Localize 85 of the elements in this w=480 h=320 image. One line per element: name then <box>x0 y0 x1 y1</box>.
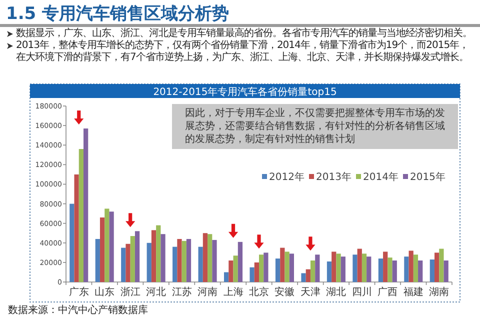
bar <box>70 204 74 282</box>
x-tick-label: 天津 <box>300 286 320 298</box>
bar <box>439 248 444 282</box>
bar <box>78 149 84 282</box>
bar <box>186 238 192 282</box>
bar <box>156 225 161 282</box>
x-tick-label: 上海 <box>223 286 244 298</box>
bar <box>418 260 423 282</box>
bar <box>177 238 182 282</box>
bar <box>224 272 229 282</box>
bar <box>160 234 166 282</box>
bar <box>408 250 414 282</box>
bar <box>357 248 362 282</box>
bar <box>228 260 234 282</box>
bar <box>275 258 280 282</box>
x-tick-label: 河南 <box>198 286 218 298</box>
x-tick-label: 广东 <box>68 286 89 298</box>
bar <box>310 260 316 282</box>
bar <box>212 240 217 282</box>
bar <box>306 269 310 282</box>
bar <box>151 230 156 282</box>
legend-label: 2012年 <box>269 171 304 183</box>
legend-label: 2015年 <box>410 171 446 183</box>
callout: 因此，对于专用车企业，不仅需要把握整体专用车市场的发展态势，还需要结合销售数据，有针对性的分析各销售区域的发展态势，制定有针对性的销售计划 <box>172 104 458 149</box>
bar <box>233 256 238 282</box>
bar <box>392 260 397 282</box>
bar <box>388 258 392 282</box>
x-tick-label: 浙江 <box>120 286 140 298</box>
bar <box>264 252 268 282</box>
bar <box>126 244 130 282</box>
bar <box>383 252 388 282</box>
bar <box>301 273 306 282</box>
text: 2013年，整体专用车增长的态势下，仅有两个省份销量下滑，2014年，销量下滑省市为19个，而2015年，在大环境下滑的背景下，有7个省市逆势上扬，为广东、浙江、上海、北京、天津，并长期保持爆发式增长。 <box>16 40 470 64</box>
bar <box>104 208 110 282</box>
x-tick-label: 江苏 <box>172 286 192 298</box>
bar <box>289 254 294 282</box>
bar <box>413 254 418 282</box>
bar <box>238 242 243 282</box>
bar <box>444 260 448 282</box>
title: 1.5 专用汽车销售区域分析势 <box>6 3 230 25</box>
bar <box>352 254 358 282</box>
bar <box>254 262 259 282</box>
bar <box>182 240 186 282</box>
x-tick-label: 河北 <box>146 286 166 298</box>
x-tick-label: 四川 <box>352 286 372 298</box>
bar <box>336 254 341 282</box>
x-tick-label: 湖北 <box>326 286 346 298</box>
bar <box>84 128 88 282</box>
bar <box>378 258 384 282</box>
bar <box>121 248 126 282</box>
bar <box>172 246 178 282</box>
bar <box>430 260 434 282</box>
bar <box>109 212 114 282</box>
x-tick-label: 湖南 <box>429 286 450 298</box>
bar <box>326 261 332 282</box>
bar <box>130 236 135 282</box>
x-tick-label: 山东 <box>94 286 115 298</box>
x-tick-label: 福建 <box>403 286 424 298</box>
bar <box>315 254 320 282</box>
bar <box>366 256 372 282</box>
bar <box>208 234 212 282</box>
bar <box>95 238 100 282</box>
x-tick-label: 广西 <box>378 286 398 298</box>
legend-label: 2013年 <box>316 171 352 183</box>
bar <box>340 256 346 282</box>
bar <box>198 246 203 282</box>
bar <box>100 217 105 282</box>
bar <box>404 256 409 282</box>
bar <box>134 231 140 282</box>
x-tick-label: 安徽 <box>274 286 295 298</box>
bar <box>146 242 152 282</box>
bar <box>202 233 208 282</box>
bar <box>74 174 79 282</box>
bar <box>280 248 285 282</box>
bar <box>362 254 367 282</box>
bar <box>332 252 336 282</box>
legend-label: 2014年 <box>363 171 398 183</box>
bar <box>250 267 254 282</box>
bar <box>434 252 440 282</box>
text: 数据显示，广东、山东、浙江、河北是专用车销量最高的省份。各省市专用汽车的销量与当地经济密切相关。 <box>16 28 473 40</box>
x-tick-label: 北京 <box>249 286 269 298</box>
subtitle: 2012-2015年专用汽车各省份销量top15 <box>153 87 337 98</box>
source: 数据来源：中汽中心产销数据库 <box>8 305 148 317</box>
bar <box>259 254 264 282</box>
bar <box>284 252 290 282</box>
